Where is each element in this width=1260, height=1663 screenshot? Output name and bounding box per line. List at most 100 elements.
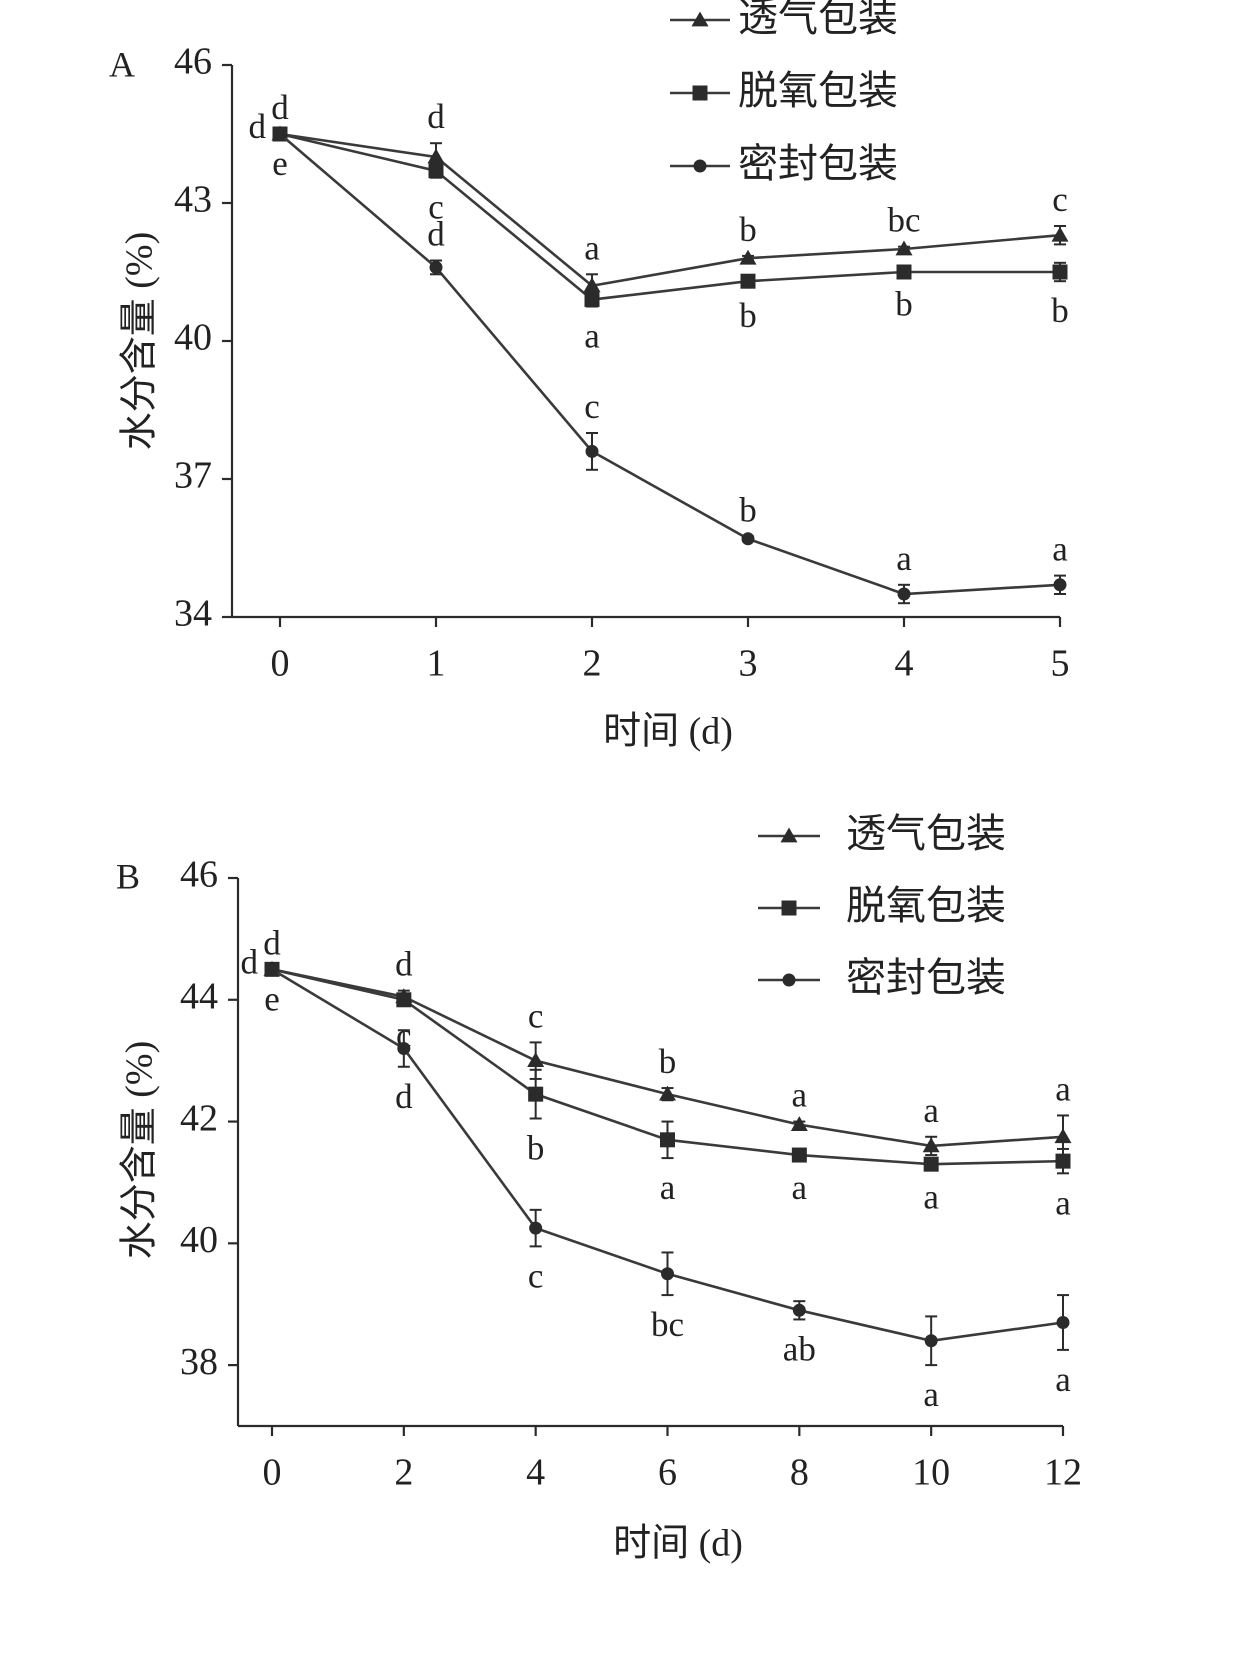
data-point-triangle: [1054, 1128, 1072, 1144]
y-tick-label: 44: [180, 975, 218, 1017]
significance-letter: b: [895, 284, 913, 323]
data-point-square: [396, 992, 412, 1008]
significance-letter: a: [660, 1168, 676, 1207]
data-point-circle: [792, 1303, 806, 1317]
data-point-square: [923, 1156, 939, 1172]
significance-letter: a: [584, 228, 600, 267]
x-tick-label: 4: [895, 643, 914, 685]
data-point-circle: [1056, 1315, 1070, 1329]
legend-marker-square: [781, 900, 797, 916]
data-point-circle: [661, 1267, 674, 1281]
significance-letter: c: [584, 387, 600, 426]
legend-marker-triangle: [780, 827, 798, 843]
significance-letter: c: [528, 996, 544, 1035]
significance-letter: bc: [887, 201, 920, 240]
data-point-circle: [924, 1334, 938, 1348]
panel-letter: A: [109, 44, 135, 84]
data-point-square: [1052, 264, 1068, 280]
y-tick-label: 46: [174, 41, 212, 83]
data-point-circle: [529, 1221, 543, 1235]
x-tick-label: 12: [1044, 1452, 1082, 1494]
x-tick-label: 6: [658, 1452, 677, 1494]
significance-letter: c: [528, 1256, 544, 1295]
legend-label: 透气包装: [738, 0, 898, 40]
significance-letter: a: [1055, 1069, 1071, 1108]
significance-letter: e: [272, 144, 288, 183]
series-triangle: d d a b bc c: [271, 88, 1069, 299]
significance-letter: a: [923, 1091, 939, 1130]
significance-letter: b: [659, 1042, 677, 1081]
data-point-triangle: [1051, 226, 1069, 242]
significance-letter: b: [739, 491, 757, 530]
y-tick-label: 40: [174, 317, 212, 359]
y-tick-label: 46: [180, 854, 218, 896]
significance-letter: a: [792, 1168, 808, 1207]
significance-letter: a: [1055, 1183, 1071, 1222]
significance-letter: b: [739, 210, 757, 249]
data-point-triangle: [922, 1137, 940, 1153]
significance-letter: a: [923, 1375, 939, 1414]
significance-letter: d: [263, 923, 281, 962]
data-point-square: [428, 163, 444, 179]
y-tick-label: 40: [180, 1219, 218, 1261]
data-point-circle: [429, 260, 443, 274]
x-tick-label: 3: [739, 643, 758, 685]
data-point-triangle: [895, 240, 913, 256]
x-tick-label: 1: [427, 643, 446, 685]
series-line: [279, 132, 1061, 288]
significance-letter: a: [923, 1177, 939, 1216]
significance-letter: ab: [783, 1329, 816, 1368]
significance-letter: d: [395, 945, 413, 984]
significance-letter: d: [427, 215, 445, 254]
significance-letter: b: [739, 296, 757, 335]
x-axis-title: 时间 (d): [613, 1523, 743, 1565]
data-point-square: [1055, 1153, 1071, 1169]
y-tick-label: 38: [180, 1341, 218, 1383]
significance-letter: bc: [651, 1305, 684, 1344]
y-tick-label: 34: [174, 593, 212, 635]
legend-label: 密封包装: [846, 955, 1006, 1000]
data-point-circle: [741, 532, 755, 546]
legend-label: 脱氧包装: [738, 68, 898, 113]
significance-letter: a: [896, 539, 912, 578]
x-tick-label: 8: [790, 1452, 809, 1494]
x-tick-label: 0: [263, 1452, 282, 1494]
significance-letter: b: [1051, 291, 1069, 330]
significance-letter: d: [271, 88, 289, 127]
data-point-square: [740, 273, 756, 289]
significance-letter: d: [249, 107, 267, 146]
legend-marker-square: [692, 85, 708, 101]
data-point-triangle: [739, 249, 757, 265]
significance-letter: d: [427, 97, 445, 136]
data-point-square: [660, 1132, 675, 1148]
significance-letter: e: [264, 979, 280, 1018]
data-point-circle: [1053, 578, 1067, 592]
series-line: [279, 133, 1061, 596]
significance-letter: c: [1052, 180, 1068, 219]
significance-letter: a: [1052, 530, 1068, 569]
significance-letter: c: [428, 188, 444, 227]
data-point-circle: [585, 444, 599, 458]
y-axis-title: 水分含量 (%): [119, 232, 161, 450]
legend-label: 密封包装: [738, 141, 898, 186]
data-point-triangle: [427, 148, 445, 164]
data-point-square: [896, 264, 912, 280]
x-axis-title: 时间 (d): [603, 711, 733, 753]
series-line: [279, 132, 1060, 301]
legend-marker-circle: [782, 973, 796, 987]
significance-letter: d: [395, 1077, 413, 1116]
panel-letter: B: [116, 856, 140, 896]
data-point-triangle: [583, 277, 601, 293]
significance-letter: d: [241, 942, 259, 981]
y-axis-title: 水分含量 (%): [119, 1041, 161, 1259]
y-tick-label: 43: [174, 179, 212, 221]
data-point-square: [584, 292, 600, 308]
data-point-triangle: [659, 1085, 676, 1101]
